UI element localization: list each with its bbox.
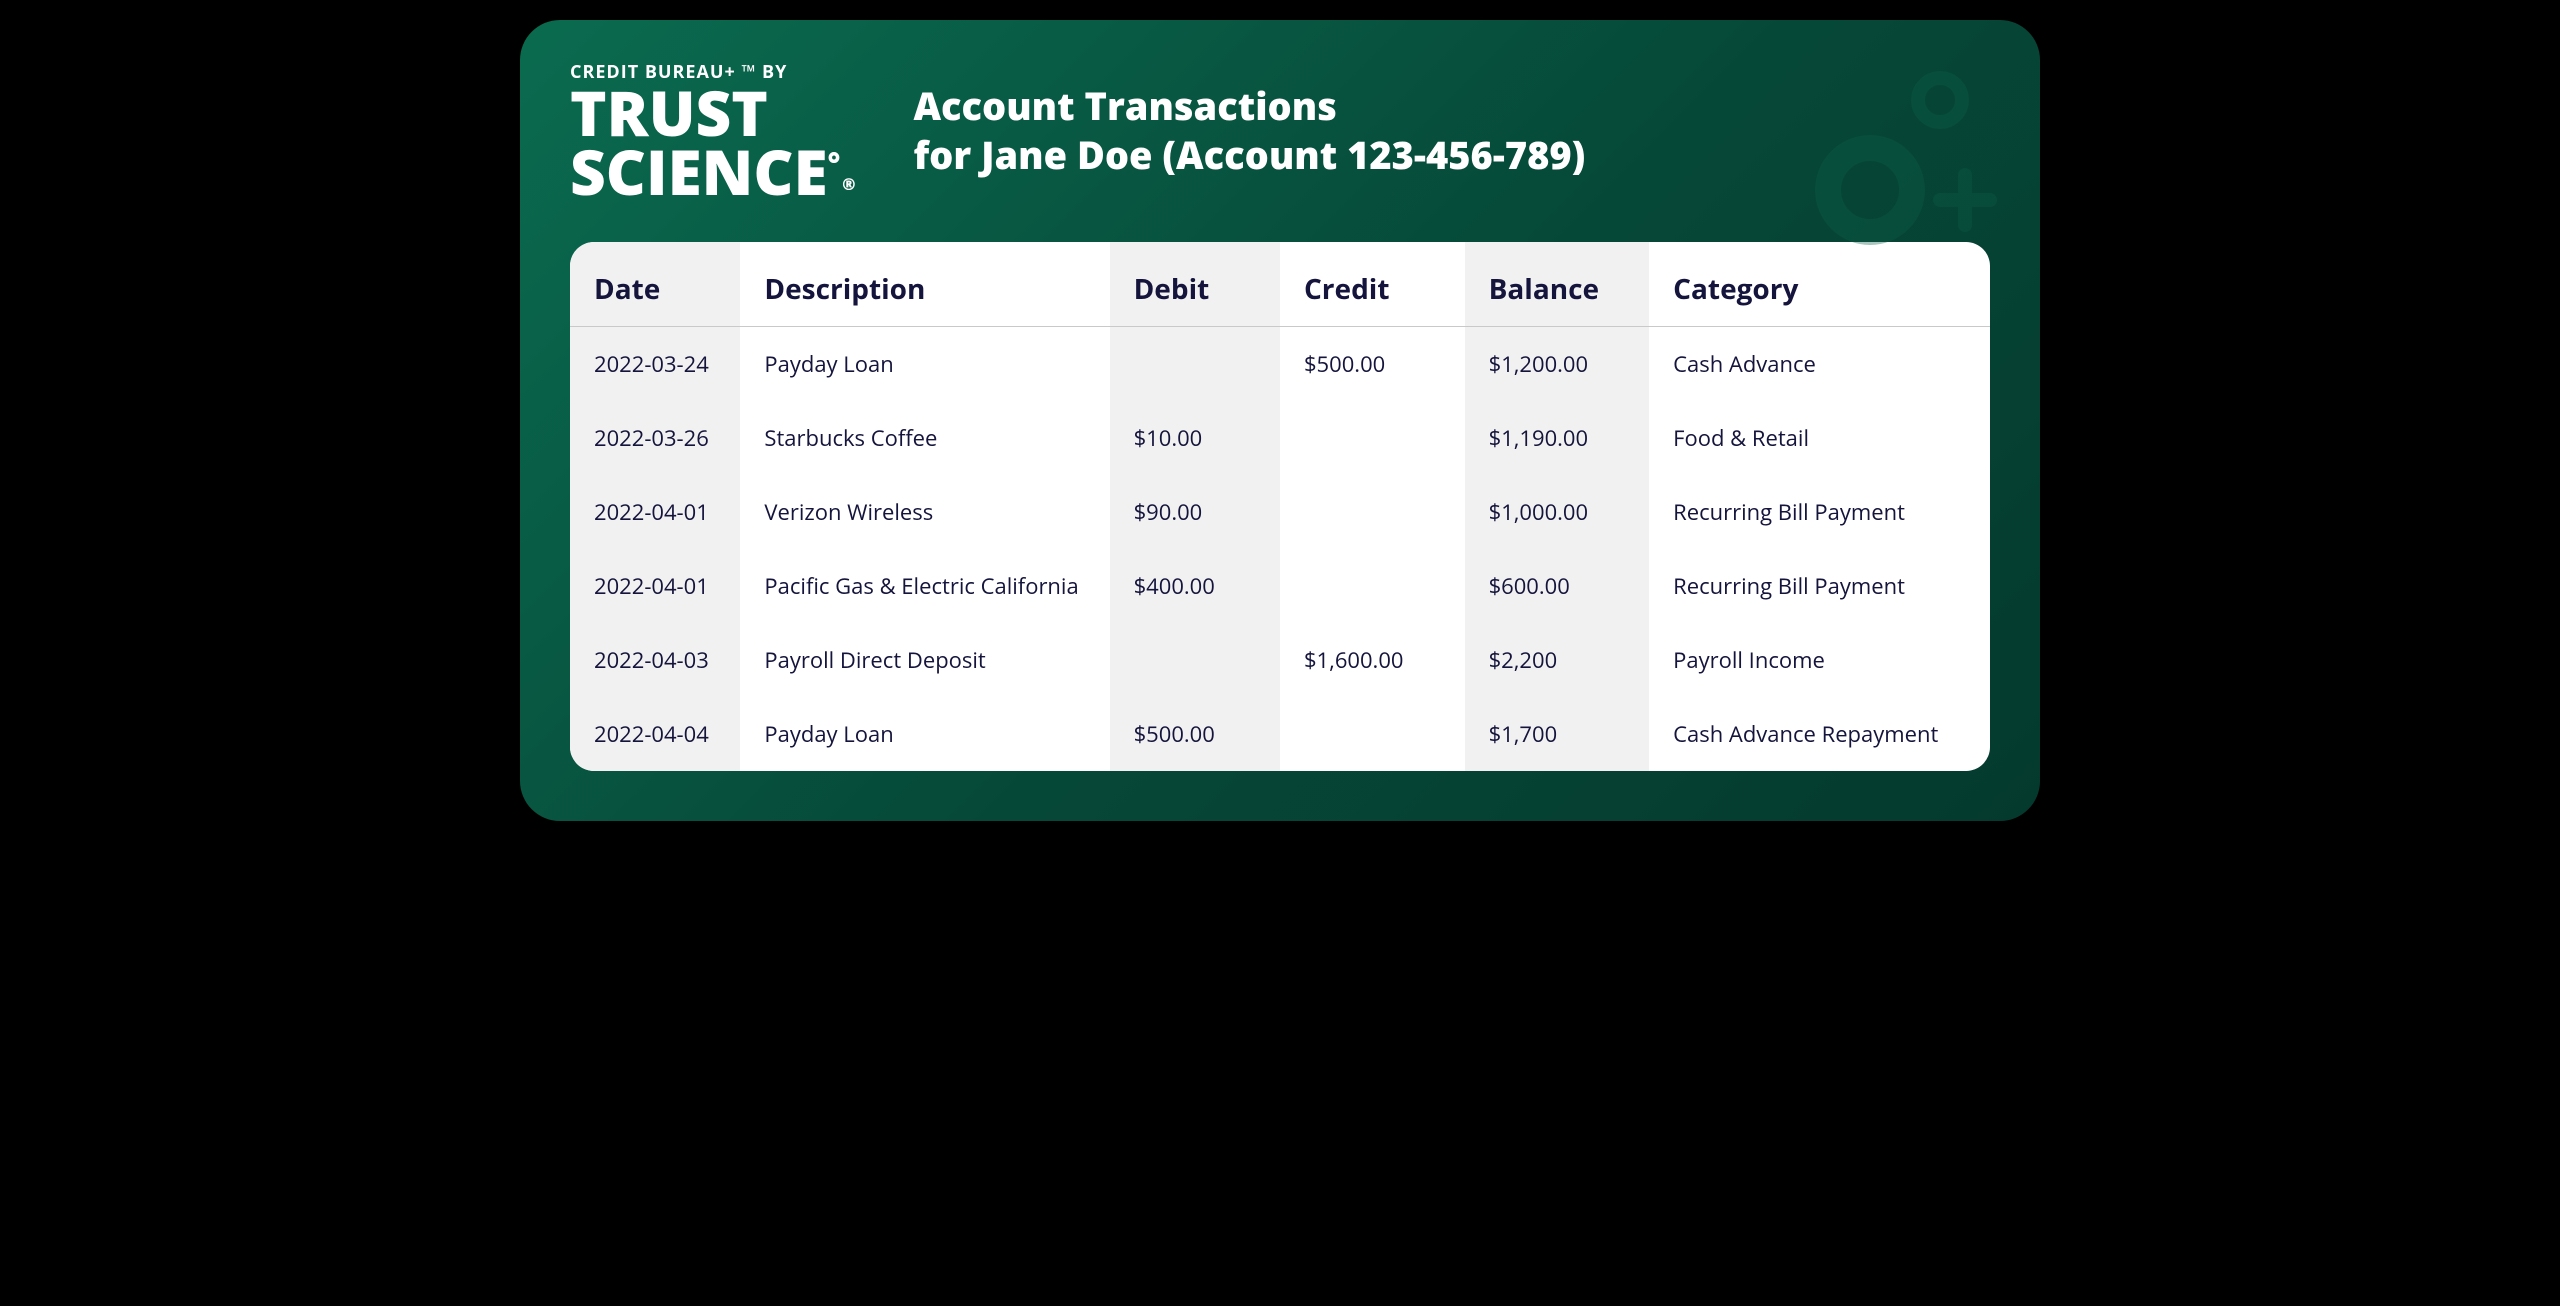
cell-balance: $1,190.00 [1465, 401, 1650, 475]
col-credit: Credit [1280, 242, 1465, 327]
cell-date: 2022-03-24 [570, 326, 740, 401]
cell-date: 2022-04-04 [570, 697, 740, 771]
cell-balance: $1,000.00 [1465, 475, 1650, 549]
col-description: Description [740, 242, 1109, 327]
cell-balance: $600.00 [1465, 549, 1650, 623]
col-debit: Debit [1110, 242, 1280, 327]
cell-credit: $500.00 [1280, 326, 1465, 401]
cell-description: Payday Loan [740, 697, 1109, 771]
table-row: 2022-04-01Pacific Gas & Electric Califor… [570, 549, 1990, 623]
transactions-table: Date Description Debit Credit Balance Ca… [570, 242, 1990, 771]
col-balance: Balance [1465, 242, 1650, 327]
cell-description: Verizon Wireless [740, 475, 1109, 549]
cell-category: Payroll Income [1649, 623, 1990, 697]
cell-credit [1280, 475, 1465, 549]
degree-icon: ° [828, 142, 841, 183]
cell-debit [1110, 623, 1280, 697]
cell-description: Payroll Direct Deposit [740, 623, 1109, 697]
cell-balance: $1,700 [1465, 697, 1650, 771]
cell-category: Cash Advance Repayment [1649, 697, 1990, 771]
cell-category: Recurring Bill Payment [1649, 475, 1990, 549]
table-row: 2022-04-01Verizon Wireless$90.00 $1,000.0… [570, 475, 1990, 549]
cell-balance: $2,200 [1465, 623, 1650, 697]
cell-debit: $400.00 [1110, 549, 1280, 623]
table-row: 2022-03-26Starbucks Coffee$10.00 $1,190.0… [570, 401, 1990, 475]
cell-category: Food & Retail [1649, 401, 1990, 475]
cell-credit [1280, 401, 1465, 475]
card-header: CREDIT BUREAU+ ™ BY TRUST SCIENCE°® Acco… [570, 60, 1990, 202]
cell-debit: $10.00 [1110, 401, 1280, 475]
cell-balance: $1,200.00 [1465, 326, 1650, 401]
cell-description: Starbucks Coffee [740, 401, 1109, 475]
cell-credit [1280, 697, 1465, 771]
cell-date: 2022-04-01 [570, 475, 740, 549]
table-row: 2022-03-24Payday Loan $500.00$1,200.00Cas… [570, 326, 1990, 401]
cell-debit: $500.00 [1110, 697, 1280, 771]
cell-category: Cash Advance [1649, 326, 1990, 401]
col-category: Category [1649, 242, 1990, 327]
cell-debit: $90.00 [1110, 475, 1280, 549]
cell-debit [1110, 326, 1280, 401]
cell-credit [1280, 549, 1465, 623]
cell-date: 2022-04-01 [570, 549, 740, 623]
cell-date: 2022-04-03 [570, 623, 740, 697]
table-row: 2022-04-04Payday Loan$500.00 $1,700Cash A… [570, 697, 1990, 771]
cell-description: Pacific Gas & Electric California [740, 549, 1109, 623]
brand-name: TRUST SCIENCE°® [570, 84, 853, 202]
table-header-row: Date Description Debit Credit Balance Ca… [570, 242, 1990, 327]
page-title: Account Transactions for Jane Doe (Accou… [913, 82, 1585, 181]
cell-category: Recurring Bill Payment [1649, 549, 1990, 623]
table-row: 2022-04-03Payroll Direct Deposit $1,600.0… [570, 623, 1990, 697]
transactions-table-wrap: Date Description Debit Credit Balance Ca… [570, 242, 1990, 771]
transactions-card: CREDIT BUREAU+ ™ BY TRUST SCIENCE°® Acco… [520, 20, 2040, 821]
cell-date: 2022-03-26 [570, 401, 740, 475]
cell-credit: $1,600.00 [1280, 623, 1465, 697]
registered-icon: ® [842, 173, 855, 195]
brand-logo: CREDIT BUREAU+ ™ BY TRUST SCIENCE°® [570, 60, 853, 202]
col-date: Date [570, 242, 740, 327]
cell-description: Payday Loan [740, 326, 1109, 401]
